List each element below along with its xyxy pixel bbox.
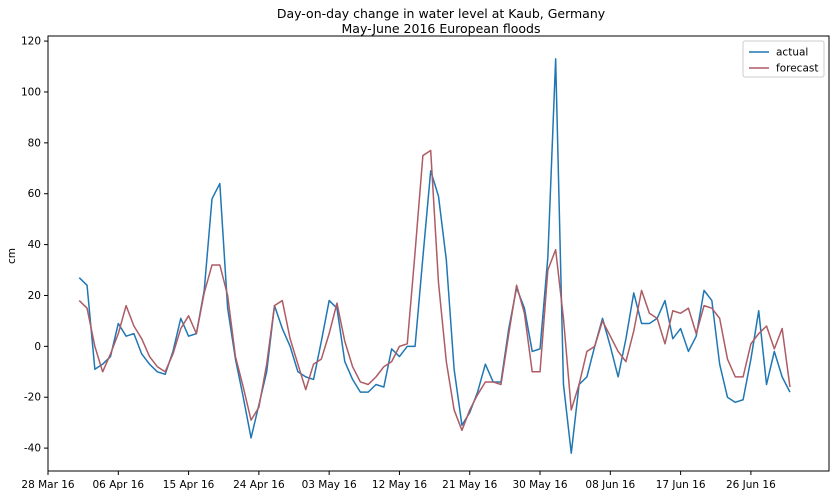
y-tick-label: 0: [34, 341, 41, 353]
y-tick-label: 120: [21, 36, 41, 48]
x-tick-label: 08 Jun 16: [585, 479, 635, 491]
y-tick-label: 20: [28, 290, 41, 302]
x-tick-label: 12 May 16: [372, 479, 427, 491]
legend-label-actual: actual: [776, 47, 808, 59]
y-tick-label: 40: [28, 239, 41, 251]
x-tick-label: 26 Jun 16: [726, 479, 776, 491]
x-tick-label: 15 Apr 16: [163, 479, 215, 491]
chart-title: Day-on-day change in water level at Kaub…: [277, 6, 606, 21]
x-tick-label: 21 May 16: [442, 479, 497, 491]
x-tick-label: 28 Mar 16: [21, 479, 75, 491]
x-tick-label: 17 Jun 16: [656, 479, 706, 491]
legend-label-forecast: forecast: [776, 63, 818, 75]
chart-subtitle: May-June 2016 European floods: [342, 21, 541, 36]
x-tick-label: 06 Apr 16: [93, 479, 145, 491]
y-axis-label: cm: [6, 248, 18, 264]
plot-area-frame: [47, 35, 830, 472]
y-tick-label: 80: [28, 137, 41, 149]
series-line-actual: [78, 58, 791, 454]
x-tick-label: 03 May 16: [302, 479, 357, 491]
legend: actual forecast: [742, 40, 825, 78]
x-tick-label: 24 Apr 16: [233, 479, 285, 491]
ticks-layer: -40 -20 0 20 40 60 80 100 120 28 Mar 16 06 Apr 16 1…: [21, 36, 776, 491]
y-tick-label: 100: [21, 86, 41, 98]
series-layer: [78, 58, 791, 454]
y-tick-label: 60: [28, 188, 41, 200]
y-tick-label: -40: [24, 443, 41, 455]
y-tick-label: -20: [24, 392, 41, 404]
x-tick-label: 30 May 16: [512, 479, 567, 491]
series-line-forecast: [78, 149, 791, 432]
